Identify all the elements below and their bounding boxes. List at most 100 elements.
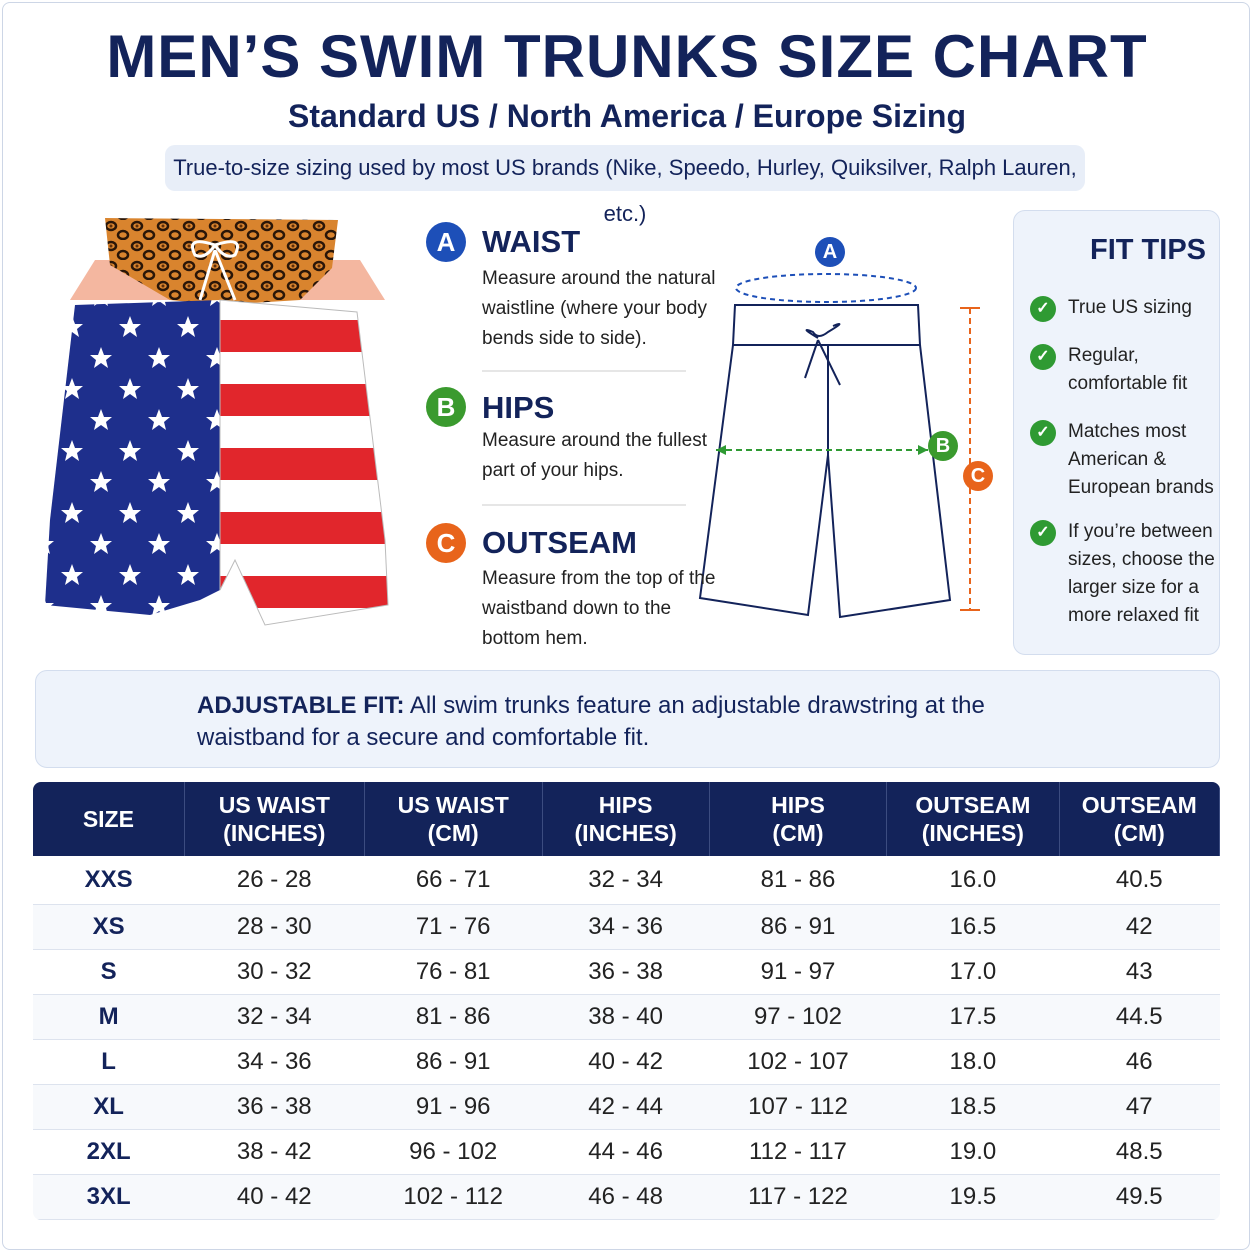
table-cell: 91 - 97 <box>709 949 887 995</box>
header-name: OUTSEAM <box>915 792 1031 818</box>
table-cell: 36 - 38 <box>184 1084 365 1130</box>
table-cell: 19.0 <box>886 1129 1060 1175</box>
icon <box>963 461 993 491</box>
adjustable-panel <box>35 670 1220 768</box>
header-unit: (INCHES) <box>574 820 677 846</box>
column-header: US WAIST (INCHES) <box>184 782 365 856</box>
adjustable-label: ADJUSTABLE FIT: <box>197 692 405 719</box>
measurement-text: Measure around the natural waistline (wh… <box>482 268 716 349</box>
table-cell: 19.5 <box>886 1174 1060 1220</box>
check-icon: ✓ <box>1030 296 1056 322</box>
table-cell: 49.5 <box>1059 1174 1220 1220</box>
table-cell: 17.5 <box>886 994 1060 1040</box>
column-header: SIZE <box>33 782 185 856</box>
fit-tip: Regular, comfortable fit <box>1068 345 1188 394</box>
table-cell: 44.5 <box>1059 994 1220 1040</box>
table-row: S 30 - 32 76 - 81 36 - 38 91 - 97 17.0 43 <box>33 949 1220 995</box>
table-cell: 42 - 44 <box>542 1084 710 1130</box>
header-unit: (INCHES) <box>223 820 326 846</box>
table-row: XS 28 - 30 71 - 76 34 - 36 86 - 91 16.5 42 <box>33 904 1220 950</box>
table-cell: 46 - 48 <box>542 1174 710 1220</box>
subtitle: Standard US / North America / Europe Siz… <box>287 98 967 134</box>
header-name: HIPS <box>598 792 653 818</box>
check-icon: ✓ <box>1030 520 1056 546</box>
header-row: SIZE US WAIST (INCHES) US WAIST (CM) HIPS (INC… <box>33 782 1220 856</box>
table-cell: 43 <box>1059 949 1220 995</box>
column-header: HIPS (INCHES) <box>542 782 710 856</box>
size-table: SIZE US WAIST (INCHES) US WAIST (CM) HIPS (INC… <box>33 782 1220 1220</box>
table-cell: 32 - 34 <box>542 856 710 905</box>
column-header: US WAIST (CM) <box>364 782 543 856</box>
fit-tip: If you’re between sizes, choose the larg… <box>1068 521 1215 626</box>
table-cell: 26 - 28 <box>184 856 365 905</box>
measurement-letter: C <box>970 465 986 487</box>
size-cell: XS <box>33 904 185 950</box>
table-cell: 76 - 81 <box>364 949 543 995</box>
table-cell: 34 - 36 <box>184 1039 365 1085</box>
measurement-name: HIPS <box>482 390 555 425</box>
measurement-letter: B <box>436 392 456 422</box>
table-cell: 81 - 86 <box>364 994 543 1040</box>
table-cell: 66 - 71 <box>364 856 543 905</box>
product-image <box>45 218 389 626</box>
table-cell: 107 - 112 <box>709 1084 887 1130</box>
table-cell: 91 - 96 <box>364 1084 543 1130</box>
icon <box>426 523 466 563</box>
size-cell: M <box>33 994 185 1040</box>
measurement-text: Measure around the fullest part of your … <box>482 430 707 481</box>
table-cell: 102 - 107 <box>709 1039 887 1085</box>
check-icon: ✓ <box>1030 420 1056 446</box>
table-cell: 34 - 36 <box>542 904 710 950</box>
table-cell: 38 - 40 <box>542 994 710 1040</box>
icon <box>426 222 466 262</box>
table-cell: 81 - 86 <box>709 856 887 905</box>
measurement-name: WAIST <box>482 224 581 259</box>
fit-tip: Matches most American & European brands <box>1068 421 1214 498</box>
table-cell: 44 - 46 <box>542 1129 710 1175</box>
table-cell: 46 <box>1059 1039 1220 1085</box>
table-cell: 40 - 42 <box>184 1174 365 1220</box>
size-cell: S <box>33 949 185 995</box>
table-cell: 16.5 <box>886 904 1060 950</box>
table-cell: 71 - 76 <box>364 904 543 950</box>
header-name: US WAIST <box>218 792 330 818</box>
measurement-letter: A <box>822 241 838 263</box>
size-cell: 3XL <box>33 1174 185 1220</box>
diagram <box>698 273 980 619</box>
table-cell: 30 - 32 <box>184 949 365 995</box>
table-cell: 18.5 <box>886 1084 1060 1130</box>
header-name: SIZE <box>82 806 134 832</box>
table-cell: 48.5 <box>1059 1129 1220 1175</box>
table-cell: 40.5 <box>1059 856 1220 905</box>
table-cell: 38 - 42 <box>184 1129 365 1175</box>
table-cell: 112 - 117 <box>709 1129 887 1175</box>
size-cell: 2XL <box>33 1129 185 1175</box>
fit-tips-title: FIT TIPS <box>1090 234 1206 266</box>
check-icon: ✓ <box>1030 344 1056 370</box>
table-cell: 32 - 34 <box>184 994 365 1040</box>
header-unit: (CM) <box>772 820 824 846</box>
table-cell: 97 - 102 <box>709 994 887 1040</box>
table-cell: 96 - 102 <box>364 1129 543 1175</box>
header-name: OUTSEAM <box>1081 792 1197 818</box>
column-header: HIPS (CM) <box>709 782 888 856</box>
table-cell: 18.0 <box>886 1039 1060 1085</box>
header-unit: (INCHES) <box>921 820 1024 846</box>
icon <box>815 237 845 267</box>
measurement-letter: C <box>436 528 456 558</box>
size-cell: XL <box>33 1084 185 1130</box>
table-cell: 86 - 91 <box>364 1039 543 1085</box>
measurement-name: OUTSEAM <box>482 525 637 560</box>
measurement-letter: A <box>436 227 456 257</box>
size-cell: L <box>33 1039 185 1085</box>
note: True-to-size sizing used by most US bran… <box>165 145 1085 226</box>
adjustable-text: ADJUSTABLE FIT: All swim trunks feature … <box>197 690 1077 754</box>
header-unit: (CM) <box>427 820 479 846</box>
table-row: L 34 - 36 86 - 91 40 - 42 102 - 107 18.0 46 <box>33 1039 1220 1085</box>
table-row: XXS 26 - 28 66 - 71 32 - 34 81 - 86 16.0 40.5 <box>33 856 1220 905</box>
table-cell: 28 - 30 <box>184 904 365 950</box>
table-cell: 47 <box>1059 1084 1220 1130</box>
table-row: XL 36 - 38 91 - 96 42 - 44 107 - 112 18.5 47 <box>33 1084 1220 1130</box>
